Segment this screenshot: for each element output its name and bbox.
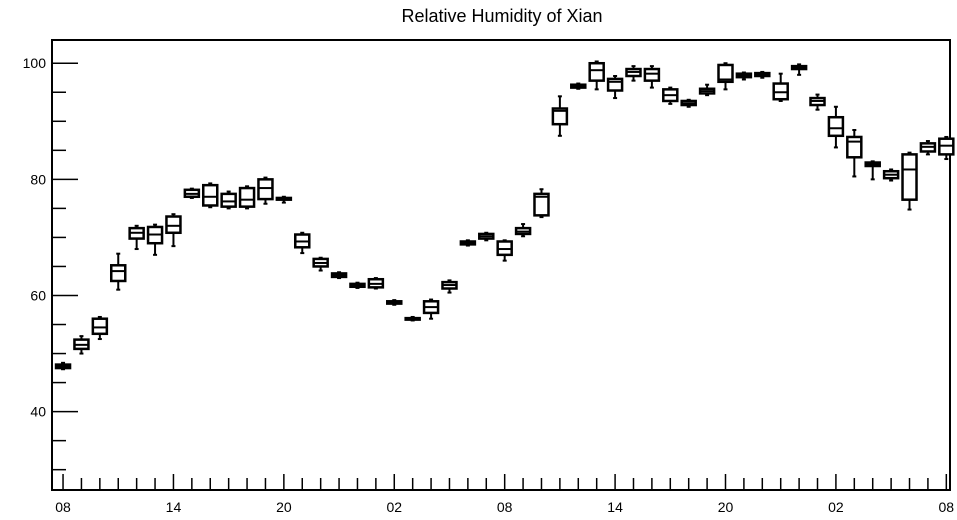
x-tick-label: 08 [939, 499, 955, 515]
box-plot [146, 223, 164, 256]
interquartile-box [238, 186, 256, 208]
box-plot [275, 195, 293, 204]
chart-title: Relative Humidity of Xian [401, 6, 602, 26]
box-plot [717, 62, 734, 91]
interquartile-box [846, 135, 863, 159]
box-plot [330, 271, 348, 280]
box-plot [441, 279, 458, 294]
box-plot [54, 361, 72, 371]
box-plot [735, 71, 753, 81]
box-plot [109, 252, 127, 291]
box-plot [790, 63, 808, 76]
box-plot [496, 239, 513, 262]
box-plot [864, 160, 881, 181]
box-plot [257, 176, 274, 205]
y-tick-label: 60 [30, 287, 46, 303]
x-tick-label: 08 [497, 499, 513, 515]
box-plot [238, 185, 256, 210]
y-tick-label: 100 [23, 55, 47, 71]
box-plot [422, 298, 440, 320]
box-plot [459, 239, 477, 247]
box-plot [367, 277, 385, 290]
interquartile-box [588, 61, 605, 82]
box-plot [882, 168, 900, 182]
box-plot [938, 135, 955, 161]
box-plot [643, 65, 661, 89]
x-tick-label: 20 [718, 499, 734, 515]
y-tick-label: 80 [30, 171, 46, 187]
box-plot [386, 299, 403, 306]
x-tick-label: 02 [828, 499, 844, 515]
box-plot [698, 83, 716, 97]
x-tick-label: 20 [276, 499, 292, 515]
box-plot [919, 140, 937, 156]
box-plot [294, 231, 311, 255]
box-plot [606, 75, 624, 100]
box-plot [662, 86, 679, 105]
interquartile-box [717, 63, 734, 84]
box-plot [73, 335, 90, 355]
interquartile-box [606, 77, 624, 92]
box-plot [772, 72, 789, 102]
x-tick-label: 02 [386, 499, 402, 515]
box-plot [514, 223, 532, 238]
interquartile-box [533, 192, 550, 217]
x-tick-label: 08 [55, 499, 71, 515]
box-plot [901, 151, 918, 211]
box-plot [680, 98, 697, 108]
interquartile-box [643, 67, 661, 82]
box-plot [588, 60, 605, 91]
box-plot [827, 105, 845, 149]
box-plot [220, 190, 237, 210]
box-plot [625, 65, 642, 82]
box-plot [478, 231, 495, 242]
y-axis: 40 60 80 100 [23, 55, 78, 471]
box-plot [404, 315, 421, 322]
box-plot [128, 224, 145, 251]
box-plot [183, 187, 201, 199]
box-series [54, 60, 955, 371]
interquartile-box [827, 115, 845, 138]
box-plot [202, 182, 219, 209]
box-plot [754, 70, 771, 79]
box-plot [312, 256, 329, 272]
y-tick-label: 40 [30, 404, 46, 420]
interquartile-box [91, 317, 109, 336]
box-plot [551, 95, 569, 137]
interquartile-box [551, 107, 569, 126]
box-plot [809, 93, 826, 111]
x-tick-label: 14 [166, 499, 182, 515]
interquartile-box [220, 192, 237, 208]
box-plot [846, 129, 863, 178]
box-plot [165, 213, 182, 248]
box-plot [570, 82, 587, 90]
x-axis: 08 14 20 02 08 14 20 02 08 [55, 474, 954, 515]
interquartile-box [165, 215, 182, 235]
plot-frame [51, 39, 951, 491]
interquartile-box [202, 183, 219, 207]
interquartile-box [901, 153, 918, 201]
box-plot [533, 188, 550, 219]
box-plot [349, 281, 366, 289]
box-plot [91, 315, 109, 341]
interquartile-box [109, 264, 127, 283]
x-tick-label: 14 [607, 499, 623, 515]
interquartile-box [257, 178, 274, 201]
